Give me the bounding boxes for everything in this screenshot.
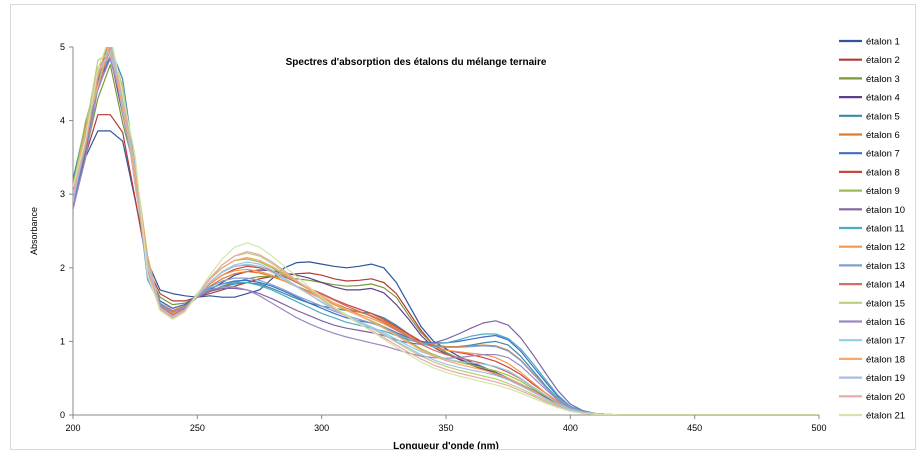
legend-label: étalon 11 <box>866 224 904 235</box>
legend-label: étalon 21 <box>866 411 905 422</box>
legend-label: étalon 20 <box>866 392 905 403</box>
legend-label: étalon 17 <box>866 336 905 347</box>
axes: 0 1 2 3 4 5 200 250 300 350 400 450 500 <box>60 42 827 433</box>
x-tick-label: 300 <box>314 423 329 433</box>
y-tick-label: 0 <box>60 410 65 420</box>
series-line <box>73 58 819 415</box>
x-tick-label: 350 <box>438 423 453 433</box>
legend-label: étalon 12 <box>866 242 905 253</box>
series-lines <box>73 47 819 415</box>
legend: étalon 1 étalon 2 étalon 3 étalon 4 étalon 5… <box>839 37 905 422</box>
absorption-spectra-chart: Spectres d'absorption des étalons du mél… <box>29 37 905 453</box>
series-line <box>73 58 819 415</box>
legend-label: étalon 16 <box>866 317 905 328</box>
x-tick-label: 450 <box>687 423 702 433</box>
legend-label: étalon 1 <box>866 37 900 48</box>
legend-label: étalon 18 <box>866 354 905 365</box>
series-line <box>73 47 819 415</box>
legend-label: étalon 7 <box>866 149 900 160</box>
x-tick-label: 200 <box>65 423 80 433</box>
legend-label: étalon 15 <box>866 298 905 309</box>
legend-label: étalon 5 <box>866 111 900 122</box>
x-tick-label: 500 <box>811 423 826 433</box>
legend-label: étalon 6 <box>866 130 900 141</box>
series-line <box>73 47 819 415</box>
chart-area: Spectres d'absorption des étalons du mél… <box>10 4 916 453</box>
legend-label: étalon 3 <box>866 74 900 85</box>
legend-label: étalon 4 <box>866 93 900 104</box>
legend-label: étalon 19 <box>866 373 905 384</box>
x-tick-label: 250 <box>190 423 205 433</box>
legend-label: étalon 8 <box>866 167 900 178</box>
y-tick-label: 5 <box>60 42 65 52</box>
x-tick-label: 400 <box>563 423 578 433</box>
y-tick-label: 1 <box>60 336 65 346</box>
x-axis-label: Longueur d'onde (nm) <box>393 441 499 449</box>
legend-label: étalon 9 <box>866 186 900 197</box>
y-tick-label: 3 <box>60 189 65 199</box>
chart-title: Spectres d'absorption des étalons du mél… <box>286 57 547 68</box>
legend-label: étalon 10 <box>866 205 905 216</box>
series-line <box>73 64 819 415</box>
y-tick-label: 2 <box>60 263 65 273</box>
legend-label: étalon 2 <box>866 55 900 66</box>
legend-label: étalon 14 <box>866 280 905 291</box>
series-line <box>73 47 819 415</box>
y-tick-label: 4 <box>60 116 65 126</box>
y-axis-label: Absorbance <box>29 207 39 255</box>
legend-label: étalon 13 <box>866 261 905 272</box>
